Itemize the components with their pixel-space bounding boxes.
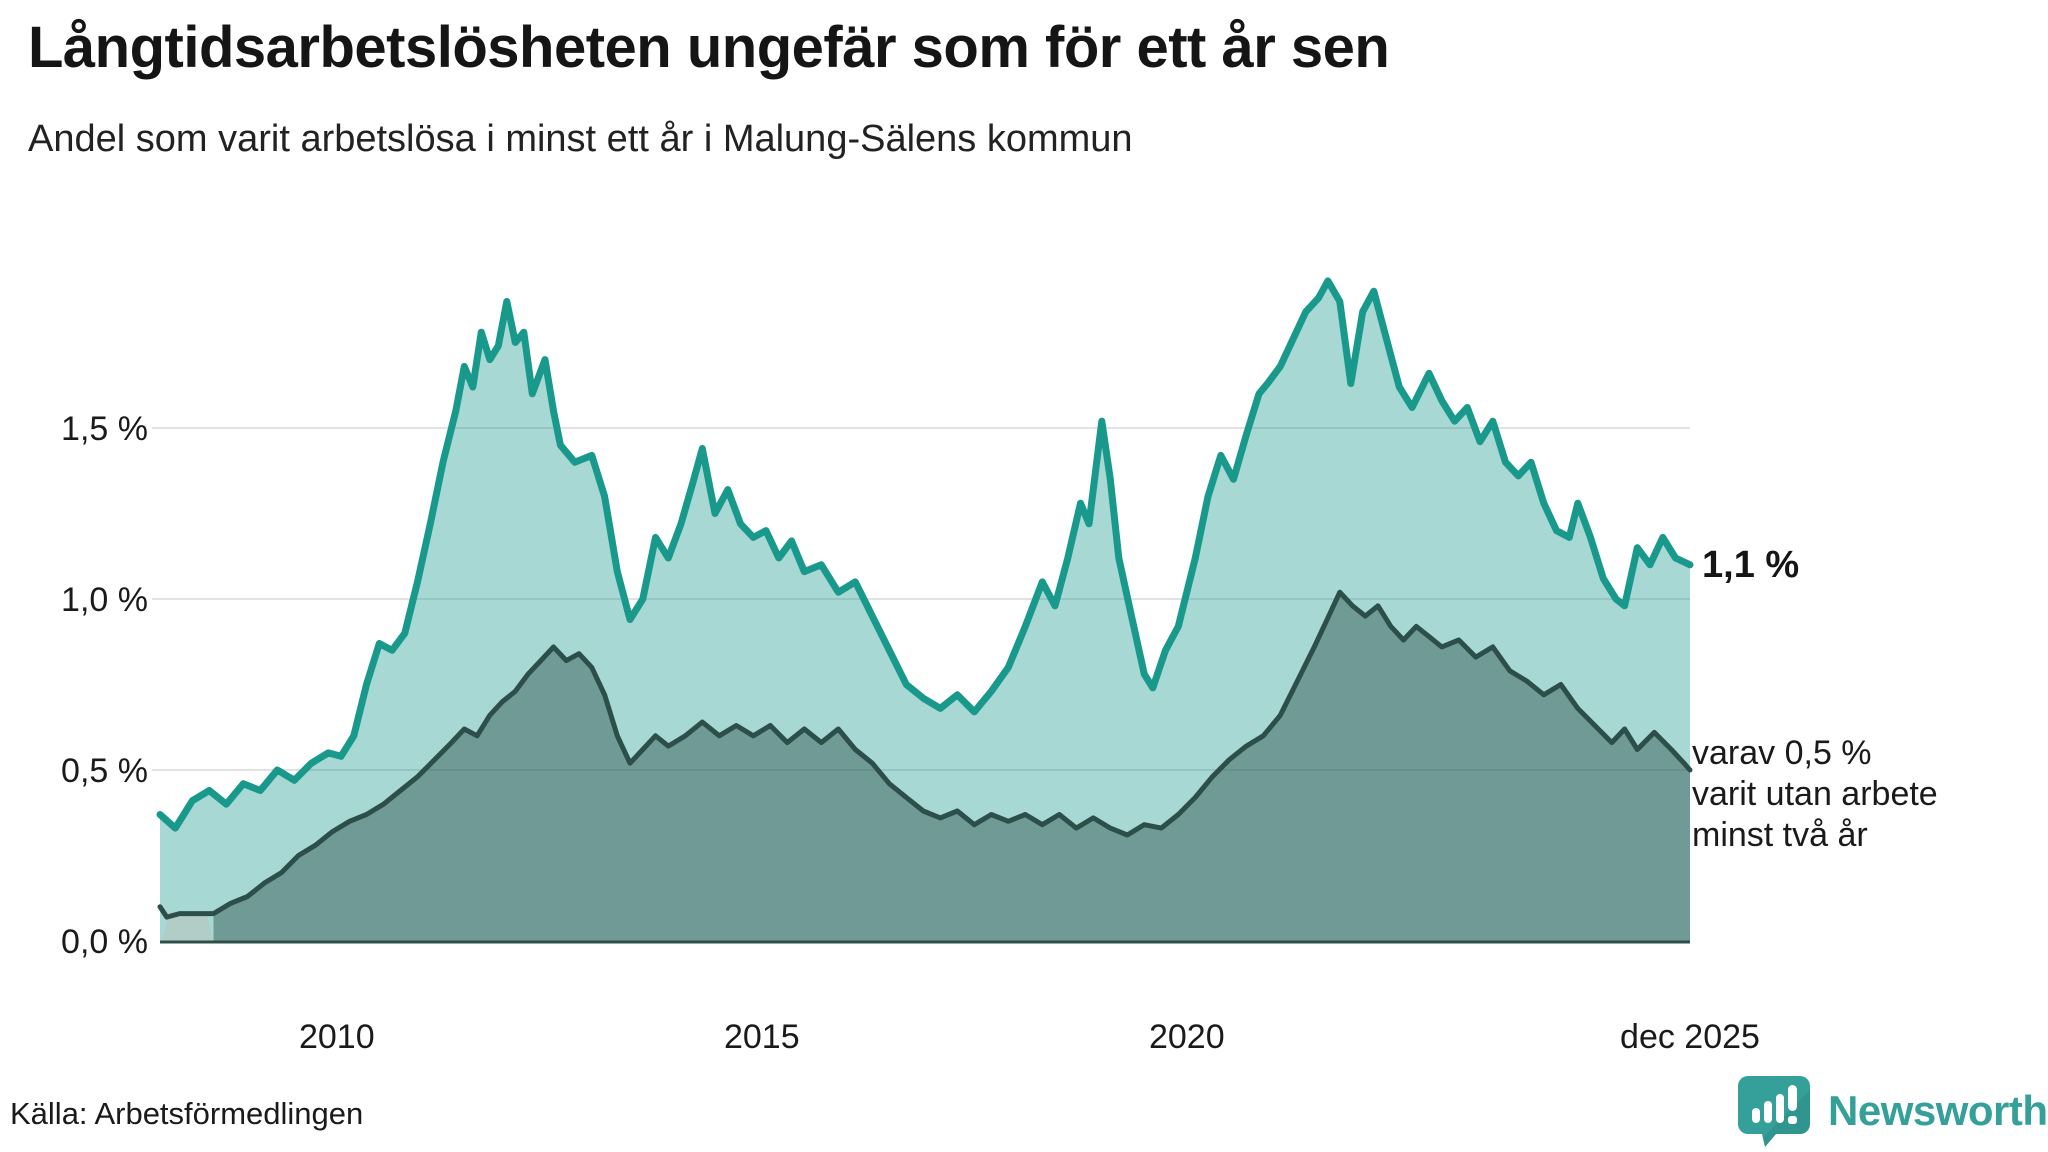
- series-line: [157, 589, 1693, 920]
- newsworthy-wordmark: Newsworthy: [1828, 1087, 2048, 1134]
- y-axis-tick-label: 1,0 %: [61, 581, 148, 619]
- page-title: Långtidsarbetslösheten ungefär som för e…: [28, 15, 1390, 80]
- x-axis-tick-label: dec 2025: [1620, 1018, 1760, 1056]
- gridlines: [152, 427, 1690, 771]
- newsworthy-logo-icon: [1738, 1076, 1810, 1147]
- y-axis-tick-label: 0,0 %: [61, 923, 148, 961]
- area-fill: [213, 592, 1690, 941]
- x-axis-tick-label: 2020: [1149, 1018, 1225, 1056]
- x-axis-tick-label: 2010: [299, 1018, 375, 1056]
- chart-subtitle: Andel som varit arbetslösa i minst ett å…: [28, 118, 1133, 160]
- area-fill: [160, 280, 1690, 941]
- series-lines: [156, 277, 1694, 944]
- secondary-series-label: varav 0,5 % varit utan arbete minst två …: [1692, 734, 1938, 854]
- newsworthy-logo: Newsworthy: [1736, 1074, 2048, 1148]
- startup-artifact: [162, 912, 213, 941]
- x-axis-tick-label: 2015: [724, 1018, 800, 1056]
- latest-value-label: 1,1 %: [1702, 544, 1800, 586]
- series-line: [156, 277, 1694, 832]
- source-caption: Källa: Arbetsförmedlingen: [10, 1096, 364, 1131]
- area-fills: [160, 280, 1690, 941]
- y-axis-tick-label: 0,5 %: [61, 752, 148, 790]
- axis-labels: 0,0 % 0,5 % 1,0 % 1,5 % 2010 2015 2020 dec 2025: [61, 410, 1760, 1056]
- y-axis-tick-label: 1,5 %: [61, 410, 148, 448]
